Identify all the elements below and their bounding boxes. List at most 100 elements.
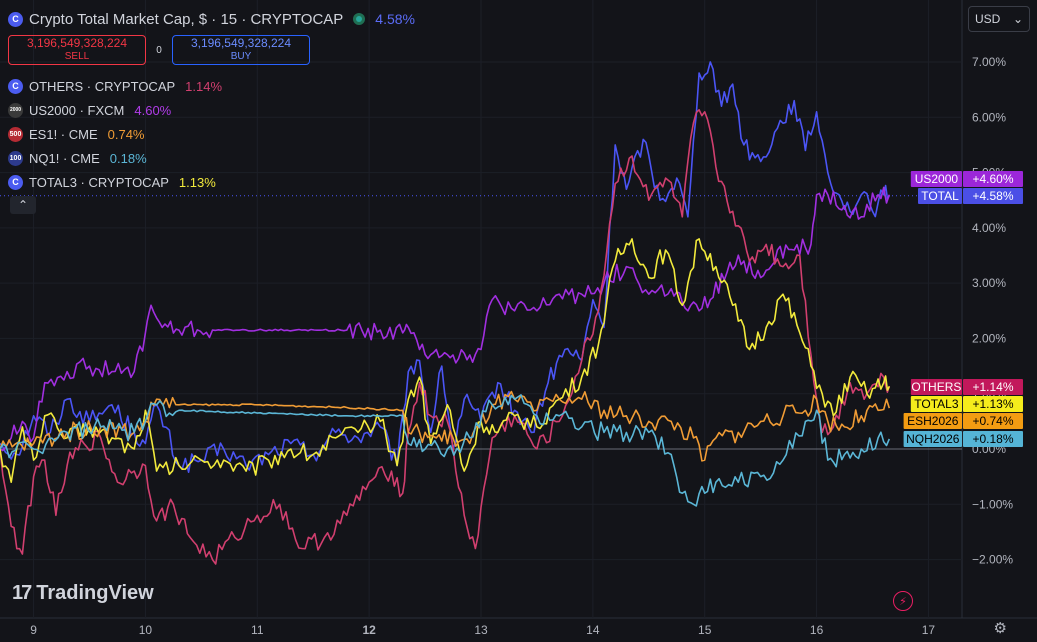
price-label-value-bg <box>963 379 1023 395</box>
x-tick-label: 11 <box>251 623 264 637</box>
series-line-us2000 <box>0 186 891 452</box>
x-tick-label: 14 <box>586 623 600 637</box>
y-tick-label: 2.00% <box>972 331 1006 345</box>
price-label-value-bg <box>963 396 1023 412</box>
lightning-icon[interactable]: ⚡ <box>893 591 913 611</box>
price-label-ticker-bg <box>910 379 962 395</box>
tradingview-wordmark: TradingView <box>36 582 154 604</box>
symbol-icon: C <box>8 11 23 27</box>
price-label-ticker-bg <box>903 431 962 447</box>
price-label-ticker-bg <box>918 188 962 204</box>
legend-symbol-icon: 500 <box>8 126 23 142</box>
y-tick-label: 6.00% <box>972 110 1006 124</box>
trade-panel: 3,196,549,328,224 SELL 0 3,196,549,328,2… <box>8 35 310 65</box>
market-status-icon[interactable] <box>353 13 366 25</box>
buy-price: 3,196,549,328,224 <box>190 36 292 50</box>
price-label-total3: TOTAL3 +1.13% <box>910 396 1023 412</box>
legend-item-name: TOTAL3 · CRYPTOCAP <box>29 174 169 190</box>
x-tick-label: 15 <box>698 623 712 637</box>
chevron-up-icon: ⌃ <box>17 198 29 212</box>
price-label-ticker: TOTAL3 <box>914 397 959 411</box>
legend-item-name: OTHERS · CRYPTOCAP <box>29 78 176 94</box>
series-line-total <box>0 61 890 473</box>
y-tick-label: 4.00% <box>972 221 1006 235</box>
price-label-ticker-bg <box>910 396 962 412</box>
y-tick-label: 7.00% <box>972 55 1006 69</box>
legend-item-name: ES1! · CME <box>29 126 98 142</box>
legend: C OTHERS · CRYPTOCAP 1.14% 2000 US2000 · FXC… <box>8 74 222 194</box>
price-label-ticker-bg <box>903 413 962 429</box>
legend-symbol-icon: 2000 <box>8 102 23 118</box>
price-label-value-bg <box>963 413 1023 429</box>
y-axis[interactable]: 7.00%6.00%5.00%4.00%3.00%2.00%1.00%0.00%… <box>972 55 1013 567</box>
buy-button[interactable]: 3,196,549,328,224 BUY <box>172 35 310 65</box>
legend-item-change: 0.74% <box>107 126 145 142</box>
series-line-esh2026 <box>0 390 891 462</box>
x-tick-label: 12 <box>362 623 376 637</box>
legend-item[interactable]: 500 ES1! · CME 0.74% <box>8 122 222 146</box>
legend-item-change: 1.13% <box>178 174 216 190</box>
x-axis[interactable]: 9 10 11 12 13 14 15 16 17 <box>30 623 935 637</box>
price-label-nqh2026: NQH2026 +0.18% <box>903 431 1023 447</box>
chevron-down-icon: ⌄ <box>1012 12 1023 26</box>
currency-value: USD <box>975 12 1001 26</box>
legend-item-change: 0.18% <box>109 150 147 166</box>
price-labels: US2000 +4.60% TOTAL +4.58% OTHERS +1.14% TOTAL… <box>903 171 1023 447</box>
sell-price: 3,196,549,328,224 <box>26 36 128 50</box>
x-tick-label: 9 <box>30 623 37 637</box>
price-label-us2000: US2000 +4.60% <box>910 171 1023 187</box>
series-line-total3 <box>0 238 891 483</box>
sell-label: SELL <box>64 51 90 62</box>
y-tick-label: 3.00% <box>972 276 1006 290</box>
legend-item[interactable]: 2000 US2000 · FXCM 4.60% <box>8 98 222 122</box>
price-label-value: +0.74% <box>972 414 1013 428</box>
price-label-ticker: NQH2026 <box>906 432 960 446</box>
chart-title[interactable]: Crypto Total Market Cap, $ · 15 · CRYPTO… <box>29 10 344 28</box>
legend-symbol-icon: C <box>8 174 23 190</box>
chart-change: 4.58% <box>375 11 415 27</box>
x-tick-label: 13 <box>474 623 488 637</box>
sell-button[interactable]: 3,196,549,328,224 SELL <box>8 35 146 65</box>
x-tick-label: 16 <box>810 623 824 637</box>
series-line-others <box>0 109 891 565</box>
x-tick-label: 17 <box>922 623 936 637</box>
spread-value: 0 <box>156 44 162 56</box>
price-label-total: TOTAL +4.58% <box>918 188 1023 204</box>
price-label-value-bg <box>963 188 1023 204</box>
price-label-ticker: US2000 <box>915 172 959 186</box>
price-label-esh2026: ESH2026 +0.74% <box>903 413 1023 429</box>
chart-header: C Crypto Total Market Cap, $ · 15 · CRYP… <box>8 6 415 32</box>
legend-item-change: 4.60% <box>134 102 172 118</box>
tradingview-mark: 17 <box>12 582 32 604</box>
tradingview-logo: 17 TradingView <box>12 582 154 605</box>
x-tick-label: 10 <box>139 623 153 637</box>
price-label-ticker-bg <box>910 171 962 187</box>
price-label-ticker: ESH2026 <box>907 414 959 428</box>
series-line-nqh2026 <box>0 394 891 507</box>
price-label-value-bg <box>963 431 1023 447</box>
price-label-ticker: TOTAL <box>921 189 959 203</box>
gear-icon[interactable]: ⚙ <box>993 620 1007 637</box>
legend-item[interactable]: 100 NQ1! · CME 0.18% <box>8 146 222 170</box>
y-tick-label: −2.00% <box>972 553 1013 567</box>
legend-symbol-icon: 100 <box>8 150 23 166</box>
price-label-value: +1.13% <box>972 397 1013 411</box>
price-label-value: +4.60% <box>972 172 1013 186</box>
legend-item-name: US2000 · FXCM <box>29 102 125 118</box>
legend-item[interactable]: C TOTAL3 · CRYPTOCAP 1.13% <box>8 170 222 194</box>
price-label-value-bg <box>963 171 1023 187</box>
price-label-others: OTHERS +1.14% <box>910 379 1023 395</box>
price-label-value: +1.14% <box>972 380 1013 394</box>
legend-collapse-button[interactable]: ⌃ <box>10 196 36 214</box>
legend-symbol-icon: C <box>8 78 23 94</box>
y-axis-background <box>962 0 1037 642</box>
legend-item-change: 1.14% <box>185 78 223 94</box>
buy-label: BUY <box>230 51 252 62</box>
price-label-value: +0.18% <box>972 432 1013 446</box>
price-label-value: +4.58% <box>972 189 1013 203</box>
currency-select[interactable]: USD ⌄ <box>968 6 1030 32</box>
series-lines <box>0 61 891 565</box>
legend-item[interactable]: C OTHERS · CRYPTOCAP 1.14% <box>8 74 222 98</box>
